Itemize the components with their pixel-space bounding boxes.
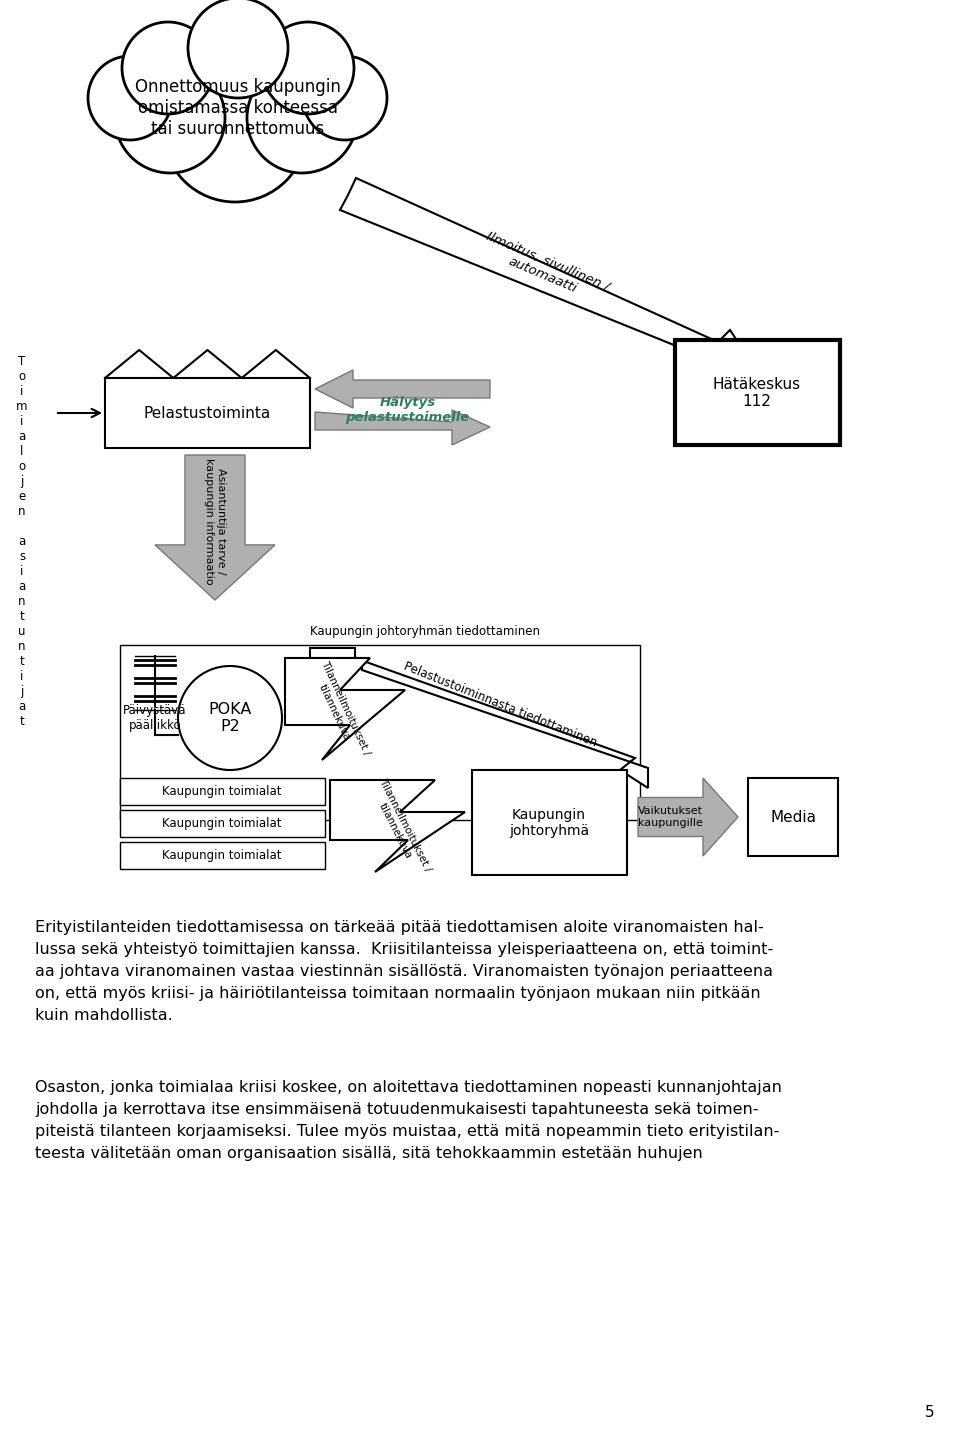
Bar <box>748 779 838 857</box>
Polygon shape <box>638 779 738 857</box>
Text: T
o
i
m
i
a
l
o
j
e
n
 
a
s
i
a
n
t
u
n
t
i
j
a
t: T o i m i a l o j e n a s i a n t u n t … <box>16 355 28 728</box>
Text: Päivystävä
päällikkö: Päivystävä päällikkö <box>123 704 187 733</box>
Circle shape <box>262 22 354 114</box>
Text: Osaston, jonka toimialaa kriisi koskee, on aloitettava tiedottaminen nopeasti ku: Osaston, jonka toimialaa kriisi koskee, … <box>35 1080 781 1094</box>
Text: Kaupungin toimialat: Kaupungin toimialat <box>162 849 281 862</box>
Text: on, että myös kriisi- ja häiriötilanteissa toimitaan normaalin työnjaon mukaan n: on, että myös kriisi- ja häiriötilanteis… <box>35 986 760 1001</box>
Text: POKA
P2: POKA P2 <box>208 702 252 734</box>
Text: Pelastustoiminta: Pelastustoiminta <box>144 405 271 421</box>
Text: kuin mahdollista.: kuin mahdollista. <box>35 1008 173 1022</box>
Polygon shape <box>315 371 490 408</box>
Text: Kaupungin
johtoryhmä: Kaupungin johtoryhmä <box>509 808 589 838</box>
Text: Ilmoitus, sivullinen /
automaatti: Ilmoitus, sivullinen / automaatti <box>479 229 612 307</box>
Bar <box>120 810 325 836</box>
Text: Hälytys
pelastustoimelle: Hälytys pelastustoimelle <box>346 397 469 424</box>
Text: Media: Media <box>770 809 816 825</box>
Polygon shape <box>340 177 755 378</box>
Circle shape <box>115 63 225 173</box>
Bar <box>120 645 640 820</box>
Polygon shape <box>330 780 465 872</box>
Polygon shape <box>310 647 648 787</box>
Text: Asiantuntija tarve /
kaupungin informaatio: Asiantuntija tarve / kaupungin informaat… <box>204 459 226 585</box>
Bar <box>120 842 325 870</box>
Text: 5: 5 <box>925 1405 935 1420</box>
Circle shape <box>178 666 282 770</box>
Bar <box>675 340 840 446</box>
Text: Kaupungin toimialat: Kaupungin toimialat <box>162 784 281 797</box>
Bar <box>472 770 627 875</box>
Text: Erityistilanteiden tiedottamisessa on tärkeää pitää tiedottamisen aloite viranom: Erityistilanteiden tiedottamisessa on tä… <box>35 920 764 934</box>
Text: Vaikutukset
kaupungille: Vaikutukset kaupungille <box>638 806 703 828</box>
Circle shape <box>303 56 387 140</box>
Circle shape <box>122 22 214 114</box>
Circle shape <box>188 0 288 98</box>
Circle shape <box>88 56 172 140</box>
Bar <box>105 378 310 448</box>
Text: Tilanneilmoitukset /
tilannekuva: Tilanneilmoitukset / tilannekuva <box>308 659 372 761</box>
Polygon shape <box>155 456 275 600</box>
Text: Kaupungin johtoryhmän tiedottaminen: Kaupungin johtoryhmän tiedottaminen <box>310 624 540 637</box>
Text: piteistä tilanteen korjaamiseksi. Tulee myös muistaa, että mitä nopeammin tieto : piteistä tilanteen korjaamiseksi. Tulee … <box>35 1123 780 1139</box>
Text: aa johtava viranomainen vastaa viestinnän sisällöstä. Viranomaisten työnajon per: aa johtava viranomainen vastaa viestinnä… <box>35 965 773 979</box>
Text: Tilanneilmoitukset /
tilannekuva: Tilanneilmoitukset / tilannekuva <box>367 777 433 878</box>
Bar <box>120 779 325 805</box>
Polygon shape <box>285 658 405 760</box>
Text: Onnettomuus kaupungin
omistamassa kohteessa
tai suuronnettomuus: Onnettomuus kaupungin omistamassa kohtee… <box>135 78 341 138</box>
Text: teesta välitetään oman organisaation sisällä, sitä tehokkaammin estetään huhujen: teesta välitetään oman organisaation sis… <box>35 1146 703 1161</box>
Circle shape <box>247 63 357 173</box>
Text: Hätäkeskus
112: Hätäkeskus 112 <box>713 376 801 410</box>
Text: Kaupungin toimialat: Kaupungin toimialat <box>162 818 281 831</box>
Text: lussa sekä yhteistyö toimittajien kanssa.  Kriisitilanteissa yleisperiaatteena o: lussa sekä yhteistyö toimittajien kanssa… <box>35 942 773 957</box>
Text: johdolla ja kerrottava itse ensimmäisenä totuudenmukaisesti tapahtuneesta sekä t: johdolla ja kerrottava itse ensimmäisenä… <box>35 1102 758 1118</box>
Circle shape <box>163 58 307 202</box>
Polygon shape <box>315 410 490 446</box>
Text: Pelastustoiminnasta tiedottaminen: Pelastustoiminnasta tiedottaminen <box>401 660 598 750</box>
